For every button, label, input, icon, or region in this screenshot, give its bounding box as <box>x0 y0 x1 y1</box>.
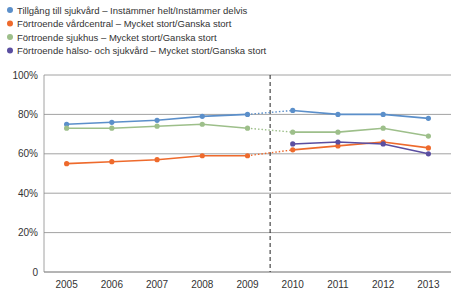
series-line <box>293 128 429 136</box>
x-tick-label: 2006 <box>101 279 124 290</box>
y-tick-label: 0 <box>32 267 38 278</box>
legend-marker <box>7 21 13 27</box>
legend-marker <box>7 7 13 13</box>
x-tick-label: 2012 <box>372 279 395 290</box>
series-point <box>245 112 250 117</box>
series-point <box>245 153 250 158</box>
y-tick-label: 60% <box>18 148 38 159</box>
legend-label: Tillgång till sjukvård – Instämmer helt/… <box>17 5 248 16</box>
series-point <box>426 151 431 156</box>
series-point <box>245 126 250 131</box>
series-line <box>67 124 248 128</box>
series-point <box>64 161 69 166</box>
series-point <box>109 120 114 125</box>
y-tick-label: 80% <box>18 109 38 120</box>
chart: 0 20% 40% 60% 80% 100% 2005 2006 2007 2008 2009 201… <box>0 0 465 299</box>
legend-label: Förtroende vårdcentral – Mycket stort/Ga… <box>17 18 232 29</box>
y-tick-label: 20% <box>18 227 38 238</box>
series-point <box>109 126 114 131</box>
break-line <box>270 75 271 272</box>
break-connector <box>248 128 293 132</box>
grid-line <box>44 75 451 76</box>
series-point <box>154 157 159 162</box>
series-point <box>335 112 340 117</box>
x-tick-label: 2007 <box>146 279 169 290</box>
series-line <box>293 110 429 118</box>
legend-label: Förtroende sjukhus – Mycket stort/Ganska… <box>17 32 217 43</box>
y-tick-label: 100% <box>12 70 38 81</box>
legend-marker <box>7 34 13 40</box>
series-point <box>335 130 340 135</box>
legend-marker <box>7 48 13 54</box>
series-point <box>426 145 431 150</box>
break-connector <box>248 150 293 156</box>
grid-line <box>44 232 451 233</box>
series-point <box>290 130 295 135</box>
series-point <box>200 122 205 127</box>
legend: Tillgång till sjukvård – Instämmer helt/… <box>7 5 267 57</box>
series-point <box>64 126 69 131</box>
x-axis <box>44 272 451 273</box>
break-connector <box>248 110 293 114</box>
x-tick-label: 2005 <box>55 279 78 290</box>
grid-line <box>44 272 451 273</box>
series-point <box>335 139 340 144</box>
grid-line <box>44 193 451 194</box>
x-tick-label: 2009 <box>236 279 259 290</box>
series-point <box>200 153 205 158</box>
series-point <box>290 141 295 146</box>
series-point <box>109 159 114 164</box>
series-line <box>67 156 248 164</box>
series-point <box>154 118 159 123</box>
series-point <box>381 112 386 117</box>
series-point <box>381 141 386 146</box>
plot-marks <box>64 108 431 166</box>
legend-label: Förtroende hälso- och sjukvård – Mycket … <box>17 45 267 56</box>
y-axis <box>44 75 45 272</box>
series-line <box>293 142 429 154</box>
series-point <box>290 108 295 113</box>
series-point <box>154 124 159 129</box>
x-tick-label: 2008 <box>191 279 214 290</box>
x-tick-label: 2013 <box>417 279 440 290</box>
series-point <box>290 147 295 152</box>
x-tick-label: 2010 <box>282 279 305 290</box>
series-line <box>67 114 248 124</box>
series-point <box>381 126 386 131</box>
y-tick-label: 40% <box>18 188 38 199</box>
series-point <box>426 116 431 121</box>
series-point <box>200 114 205 119</box>
x-tick-label: 2011 <box>327 279 349 290</box>
series-point <box>426 133 431 138</box>
